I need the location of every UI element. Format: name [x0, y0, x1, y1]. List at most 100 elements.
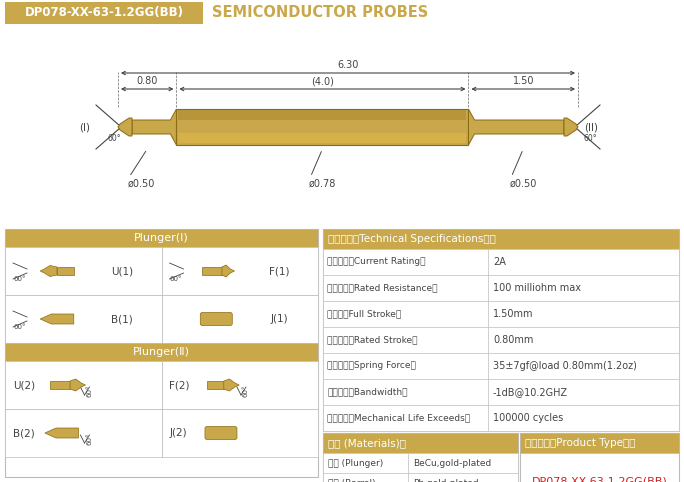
Bar — [323, 353, 488, 379]
Polygon shape — [118, 118, 132, 136]
Bar — [323, 229, 679, 431]
Bar — [323, 229, 679, 249]
Text: (II): (II) — [584, 122, 598, 132]
Text: DP078-XX-63-1.2GG(BB): DP078-XX-63-1.2GG(BB) — [25, 6, 183, 19]
Text: 成品型号（Product Type）：: 成品型号（Product Type）： — [525, 438, 635, 448]
Text: F(1): F(1) — [269, 266, 289, 276]
Text: 材质 (Materials)：: 材质 (Materials)： — [328, 438, 406, 448]
Bar — [5, 361, 161, 409]
Bar — [408, 453, 518, 473]
Bar — [5, 247, 161, 295]
Bar — [323, 301, 488, 327]
Bar — [161, 361, 318, 409]
Text: F(2): F(2) — [170, 380, 190, 390]
Text: B(1): B(1) — [111, 314, 133, 324]
Text: -1dB@10.2GHZ: -1dB@10.2GHZ — [493, 387, 568, 397]
Text: U(1): U(1) — [111, 266, 133, 276]
FancyBboxPatch shape — [205, 427, 237, 440]
Bar — [5, 343, 318, 361]
Text: B(2): B(2) — [13, 428, 35, 438]
Text: 60°: 60° — [583, 134, 596, 143]
Text: 额定弹力（Spring Force）: 额定弹力（Spring Force） — [327, 362, 416, 371]
FancyBboxPatch shape — [200, 312, 233, 325]
Bar — [323, 379, 488, 405]
Bar — [5, 295, 161, 343]
Text: Plunger(Ⅱ): Plunger(Ⅱ) — [133, 347, 190, 357]
Bar — [323, 453, 408, 473]
Bar — [51, 381, 70, 389]
Bar — [520, 433, 679, 482]
Bar — [488, 379, 679, 405]
Text: 额定行程（Rated Stroke）: 额定行程（Rated Stroke） — [327, 335, 417, 345]
Text: (I): (I) — [79, 122, 90, 132]
Bar — [488, 327, 679, 353]
Text: DP078-XX-63-1.2GG(BB): DP078-XX-63-1.2GG(BB) — [531, 476, 668, 482]
Bar — [323, 249, 488, 275]
Bar — [488, 275, 679, 301]
Polygon shape — [469, 109, 564, 145]
Polygon shape — [222, 265, 235, 277]
Text: (4.0): (4.0) — [311, 76, 334, 86]
Bar — [408, 473, 518, 482]
Bar — [5, 229, 318, 247]
Text: ø0.78: ø0.78 — [308, 179, 336, 189]
Bar — [323, 405, 488, 431]
Bar — [5, 229, 318, 477]
Text: Ph,gold-plated: Ph,gold-plated — [413, 479, 479, 482]
Text: 100000 cycles: 100000 cycles — [493, 413, 563, 423]
Text: BeCu,gold-plated: BeCu,gold-plated — [413, 458, 491, 468]
Text: 0.80: 0.80 — [137, 76, 158, 86]
Text: 1.50mm: 1.50mm — [493, 309, 534, 319]
Text: J(2): J(2) — [170, 428, 187, 438]
Bar — [5, 2, 203, 24]
Text: 60°: 60° — [86, 432, 92, 445]
Polygon shape — [224, 379, 239, 391]
Bar — [488, 301, 679, 327]
Text: 60°: 60° — [86, 385, 92, 397]
Text: 60°: 60° — [108, 134, 122, 143]
Bar — [207, 381, 224, 389]
Bar — [520, 433, 679, 453]
Text: J(1): J(1) — [270, 314, 288, 324]
Text: ø0.50: ø0.50 — [127, 179, 155, 189]
Text: 额定电阱（Rated Resistance）: 额定电阱（Rated Resistance） — [327, 283, 438, 293]
Bar — [323, 433, 518, 482]
Text: 60°: 60° — [13, 276, 25, 282]
Polygon shape — [40, 266, 57, 277]
Text: 0.80mm: 0.80mm — [493, 335, 534, 345]
Polygon shape — [132, 109, 176, 145]
Bar — [323, 327, 488, 353]
Text: 额定电流（Current Rating）: 额定电流（Current Rating） — [327, 257, 425, 267]
Text: SEMICONDUCTOR PROBES: SEMICONDUCTOR PROBES — [212, 5, 428, 20]
Text: 100 milliohm max: 100 milliohm max — [493, 283, 581, 293]
Bar — [323, 473, 408, 482]
Text: 1.50: 1.50 — [512, 76, 534, 86]
Bar — [202, 267, 222, 275]
Text: 60°: 60° — [243, 385, 249, 397]
Text: 技术要求（Technical Specifications）：: 技术要求（Technical Specifications）： — [328, 234, 496, 244]
Bar — [323, 433, 518, 453]
Text: 满行程（Full Stroke）: 满行程（Full Stroke） — [327, 309, 402, 319]
Bar — [323, 275, 488, 301]
Text: 频率带宽（Bandwidth）: 频率带宽（Bandwidth） — [327, 388, 408, 397]
Bar — [179, 133, 466, 143]
Text: 针头 (Plunger): 针头 (Plunger) — [328, 458, 383, 468]
Text: 60°: 60° — [170, 276, 182, 282]
Text: 2A: 2A — [493, 257, 506, 267]
Polygon shape — [70, 379, 86, 391]
Text: 35±7gf@load 0.80mm(1.2oz): 35±7gf@load 0.80mm(1.2oz) — [493, 361, 637, 371]
Bar — [57, 267, 74, 275]
Bar — [176, 109, 469, 145]
Polygon shape — [40, 314, 74, 324]
Polygon shape — [45, 428, 79, 438]
Bar — [488, 405, 679, 431]
Text: ø0.50: ø0.50 — [510, 179, 537, 189]
Bar — [488, 353, 679, 379]
Text: 6.30: 6.30 — [337, 60, 358, 70]
Bar — [179, 110, 466, 120]
Polygon shape — [564, 118, 578, 136]
Bar — [488, 249, 679, 275]
Text: 测试寿命（Mechanical Life Exceeds）: 测试寿命（Mechanical Life Exceeds） — [327, 414, 470, 423]
Bar — [161, 295, 318, 343]
Bar — [5, 409, 161, 457]
